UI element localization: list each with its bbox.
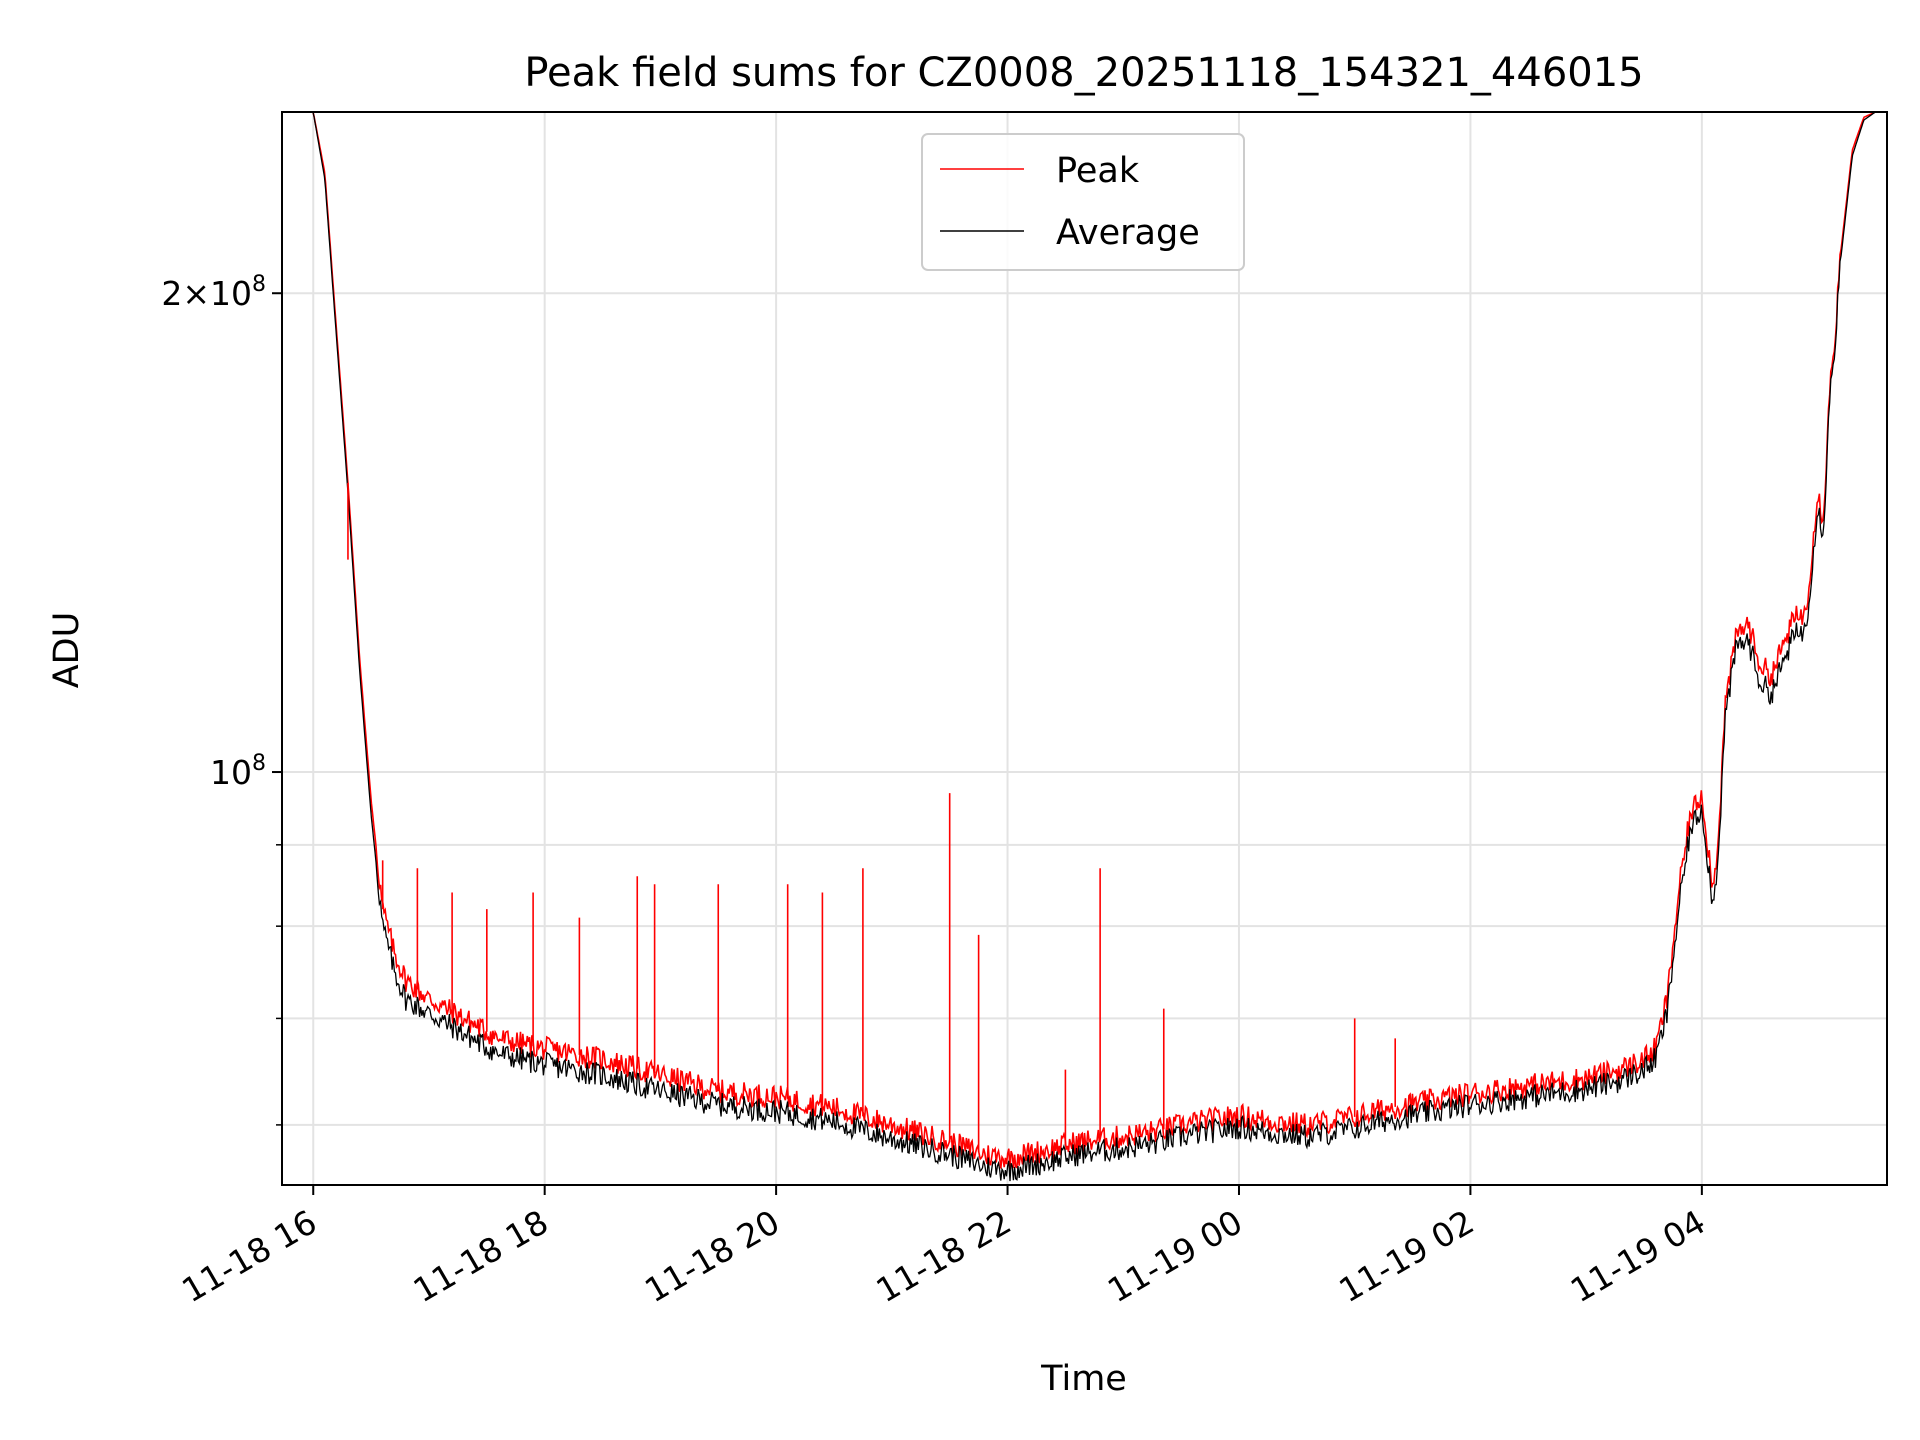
x-tick-label: 11-18 16 [175, 1202, 323, 1310]
y-tick-label: 108 [210, 751, 266, 792]
x-tick-label: 11-19 02 [1332, 1202, 1480, 1310]
y-tick-label: 2×108 [161, 272, 266, 313]
x-tick-label: 11-19 00 [1101, 1202, 1249, 1310]
plot-area [282, 112, 1887, 1182]
grid [282, 112, 1887, 1185]
x-tick-label: 11-18 20 [638, 1202, 786, 1310]
x-tick-label: 11-18 18 [407, 1202, 555, 1310]
x-tick-label: 11-18 22 [870, 1202, 1018, 1310]
legend-box [921, 133, 1245, 271]
plot-frame [281, 111, 1888, 1186]
y-axis-label: ADU [47, 612, 87, 689]
legend-average-label: Average [1056, 213, 1200, 253]
legend: Peak Average [921, 133, 1245, 271]
series-line-average [282, 112, 1887, 1182]
series-line-peak [282, 112, 1887, 1169]
chart-title: Peak field sums for CZ0008_20251118_1543… [524, 50, 1643, 96]
legend-peak-label: Peak [1056, 151, 1140, 191]
x-tick-label: 11-19 04 [1564, 1202, 1712, 1310]
x-axis: 11-18 16 11-18 18 11-18 20 11-18 22 11-19 00… [175, 1185, 1712, 1310]
x-axis-label: Time [1040, 1359, 1127, 1399]
y-axis: 108 2×108 [161, 272, 282, 1126]
